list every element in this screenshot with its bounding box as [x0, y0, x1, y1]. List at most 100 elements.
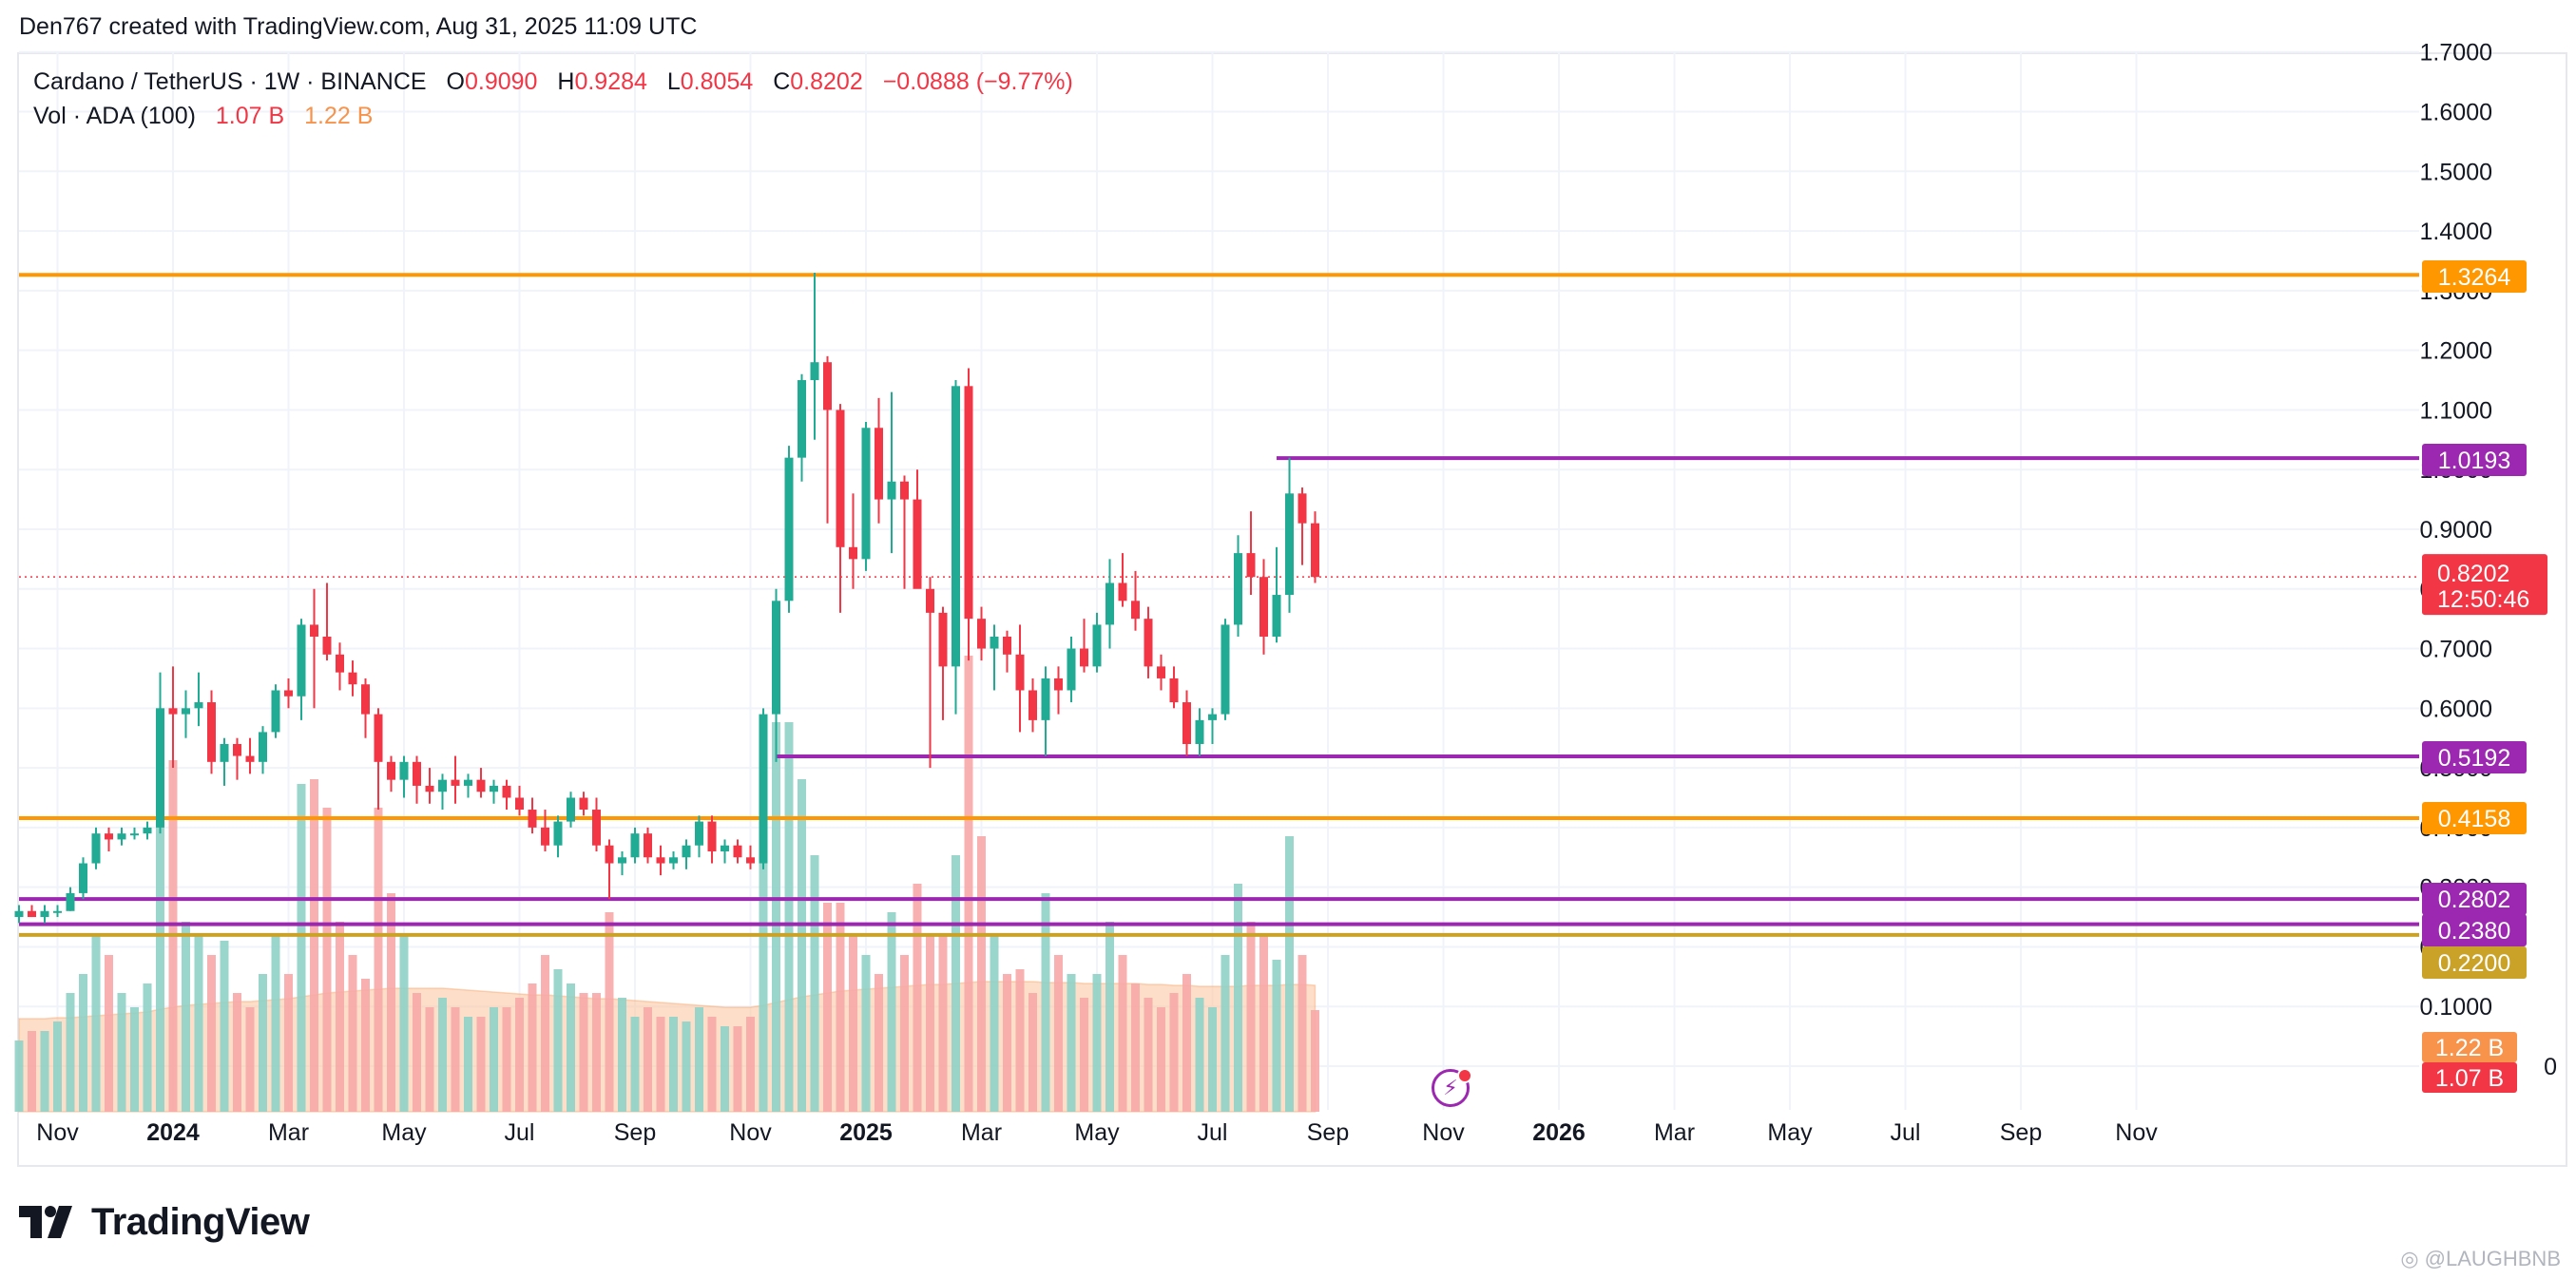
level-badge-text: 1.3264	[2438, 264, 2511, 291]
volume-bar	[40, 1031, 49, 1112]
volume-bar	[361, 979, 370, 1112]
candle-body	[233, 743, 241, 756]
volume-bar	[387, 893, 395, 1112]
lightning-icon[interactable]: ⚡	[1432, 1068, 1472, 1107]
volume-bar	[284, 974, 293, 1112]
candle-body	[182, 708, 190, 715]
ohlc-row: Cardano / TetherUS · 1W · BINANCE O0.909…	[33, 65, 1073, 99]
volume-bar	[336, 922, 344, 1112]
volume-bar	[1067, 974, 1076, 1112]
volume-bar	[656, 1017, 665, 1112]
candle-body	[399, 761, 409, 780]
candle-body	[1246, 553, 1256, 578]
volume-bar	[707, 1017, 717, 1112]
candle-body	[1131, 601, 1140, 620]
volume-bar	[772, 722, 780, 1112]
volume-bar	[1298, 955, 1307, 1112]
volume-bar	[1080, 998, 1088, 1112]
volume-bar	[271, 936, 280, 1112]
level-badge-text: 0.2802	[2438, 887, 2510, 913]
time-tick-label: Jul	[1198, 1119, 1228, 1146]
price-tick-label: 1.6000	[2420, 100, 2492, 126]
level-badge	[2422, 946, 2527, 979]
volume-bar	[669, 1017, 678, 1112]
time-tick-label: Nov	[1422, 1119, 1465, 1146]
volume-bar	[964, 656, 973, 1112]
candle-body	[438, 779, 447, 792]
volume-bar	[117, 993, 126, 1112]
level-badge-text: 1.0193	[2438, 448, 2510, 474]
candle-body	[220, 743, 229, 762]
candle-body	[1054, 678, 1063, 691]
candle-body	[1234, 553, 1242, 625]
price-tick-label: 1.4000	[2420, 219, 2492, 245]
volume-bar	[1182, 974, 1191, 1112]
volume-bar	[53, 1021, 62, 1112]
candle-body	[66, 892, 75, 911]
price-tick-label: 1.2000	[2420, 338, 2492, 365]
candle-body	[476, 779, 486, 792]
level-badge	[2422, 444, 2527, 476]
volume-bar	[836, 903, 845, 1112]
candle-body	[168, 708, 178, 715]
candle-body	[515, 797, 524, 811]
volume-bar	[1118, 955, 1127, 1112]
candle-body	[952, 386, 960, 667]
candle-body	[1144, 619, 1153, 667]
candle-body	[1298, 493, 1307, 524]
volume-bar	[644, 1007, 652, 1112]
candle-body	[1157, 666, 1165, 678]
last-price-text: 0.8202	[2437, 561, 2509, 587]
volume-bar	[528, 983, 537, 1112]
volume-bar	[413, 993, 421, 1112]
candle-body	[259, 732, 267, 762]
tradingview-logo: TradingView	[19, 1199, 310, 1245]
candle-body	[541, 827, 549, 846]
time-tick-label: 2026	[1532, 1119, 1586, 1146]
volume-badge	[2422, 1032, 2517, 1062]
volume-bar	[1195, 998, 1204, 1112]
candle-body	[644, 833, 652, 858]
candle-body	[284, 690, 293, 697]
time-tick-label: Mar	[1654, 1119, 1695, 1146]
candle-body	[592, 810, 601, 846]
candle-body	[567, 797, 575, 822]
candle-body	[194, 702, 203, 709]
candle-body	[772, 601, 780, 715]
volume-bar	[348, 955, 357, 1112]
candle-body	[1041, 678, 1050, 720]
time-tick-label: May	[1767, 1119, 1813, 1146]
volume-bar	[1003, 974, 1011, 1112]
volume-bar	[1105, 922, 1114, 1112]
volume-bar	[194, 936, 203, 1112]
volume-bar	[875, 974, 883, 1112]
candle-body	[425, 785, 434, 792]
candle-body	[361, 684, 370, 715]
candle-body	[721, 845, 729, 851]
candle-body	[117, 833, 126, 840]
candle-body	[207, 702, 216, 762]
high-label: H	[557, 68, 575, 95]
candle-body	[374, 714, 383, 762]
candle-body	[669, 857, 678, 864]
volume-bar	[579, 993, 588, 1112]
candle-body	[553, 821, 563, 846]
volume-bar	[105, 955, 113, 1112]
candle-body	[1080, 648, 1088, 667]
candle-body	[849, 546, 857, 560]
candle-body	[156, 708, 164, 828]
time-tick-label: May	[381, 1119, 427, 1146]
volume-bar	[143, 983, 152, 1112]
volume-bar	[900, 955, 909, 1112]
time-tick-label: Sep	[614, 1119, 656, 1146]
volume-bar	[567, 983, 575, 1112]
volume-bar	[746, 1017, 755, 1112]
grid-lines	[19, 50, 2419, 1110]
chart-legend: Cardano / TetherUS · 1W · BINANCE O0.909…	[33, 65, 1073, 133]
volume-bar	[451, 1007, 460, 1112]
volume-bar	[938, 936, 948, 1112]
volume-current-value: 1.07 B	[215, 103, 285, 129]
volume-bar	[91, 936, 101, 1112]
candle-body	[861, 428, 871, 560]
